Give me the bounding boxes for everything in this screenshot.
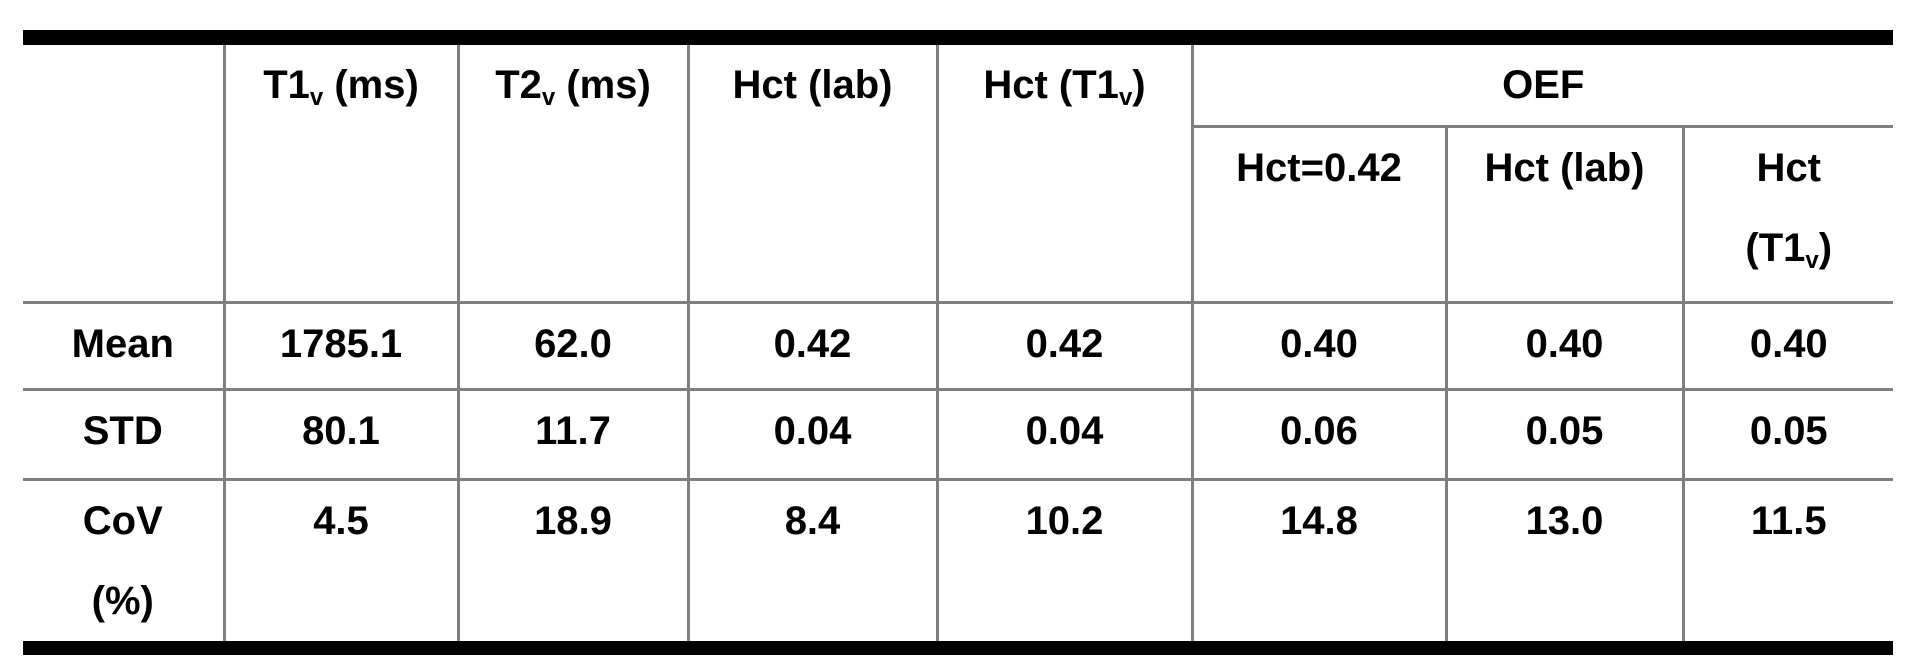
cell-std-oef-t1v: 0.05 — [1749, 409, 1828, 453]
row-label-cov-line1: CoV — [82, 499, 163, 543]
cell-std-oef-lab: 0.05 — [1446, 389, 1685, 480]
header-oef-hct-t1v: Hct (T1v) — [1683, 127, 1893, 303]
table-row-cov: CoV (%) 4.5 18.9 8.4 10.2 14.8 13.0 11.5 — [23, 479, 1894, 648]
cell-mean-hct-lab: 0.42 — [688, 302, 939, 390]
cell-cov-t1v: 4.5 — [224, 479, 460, 648]
header-oef-hct-042: Hct=0.42 — [1192, 126, 1448, 303]
cell-std-hct-t1v: 0.04 — [937, 389, 1194, 480]
cell-std-t2v: 11.7 — [458, 389, 690, 480]
cell-cov-t2v: 18.9 — [458, 479, 690, 648]
table-row-mean: Mean 1785.1 62.0 0.42 0.42 0.40 0.40 0.4… — [23, 302, 1894, 390]
header-oef-hct-lab: Hct (lab) — [1446, 126, 1685, 303]
results-table: T1v (ms) T2v (ms) Hct (lab) Hct (T1v) OE… — [23, 30, 1894, 655]
cell-cov-oef-lab: 13.0 — [1446, 479, 1685, 648]
row-label-std: STD — [23, 389, 226, 480]
row-label-mean: Mean — [23, 302, 226, 390]
cell-cov-oef-042: 14.8 — [1192, 479, 1448, 648]
cell-mean-hct-t1v: 0.42 — [937, 302, 1194, 390]
cell-mean-t1v: 1785.1 — [224, 302, 460, 390]
header-oef-hct-t1v-line2: (T1v) — [1745, 226, 1833, 274]
table-row-std: STD 80.1 11.7 0.04 0.04 0.06 0.05 0.05 — [23, 389, 1894, 480]
row-label-cov: CoV (%) — [23, 479, 226, 648]
header-hct-lab: Hct (lab) — [688, 37, 939, 303]
row-label-cov-line2: (%) — [91, 579, 154, 623]
subscript-v: v — [541, 84, 556, 111]
cell-mean-t2v: 62.0 — [458, 302, 690, 390]
header-t1v-ms: T1v (ms) — [224, 37, 460, 303]
cell-std-oef-042: 0.06 — [1192, 389, 1448, 480]
subscript-v: v — [309, 84, 324, 111]
header-hct-t1v: Hct (T1v) — [937, 37, 1194, 303]
subscript-v: v — [1805, 247, 1819, 274]
cell-mean-oef-042: 0.40 — [1192, 302, 1448, 390]
cell-cov-hct-t1v: 10.2 — [937, 479, 1194, 648]
cell-cov-hct-lab: 8.4 — [688, 479, 939, 648]
cell-std-t1v: 80.1 — [224, 389, 460, 480]
header-oef-group: OEF — [1192, 37, 1894, 128]
header-corner-blank — [23, 37, 226, 303]
header-oef-hct-t1v-line1: Hct — [1756, 146, 1821, 190]
subscript-v: v — [1118, 84, 1133, 111]
header-t2v-ms: T2v (ms) — [458, 37, 690, 303]
cell-mean-oef-lab: 0.40 — [1446, 302, 1685, 390]
cell-std-hct-lab: 0.04 — [688, 389, 939, 480]
cell-mean-oef-t1v: 0.40 — [1749, 322, 1828, 366]
results-table-container: T1v (ms) T2v (ms) Hct (lab) Hct (T1v) OE… — [23, 30, 1894, 655]
cell-cov-oef-t1v: 11.5 — [1750, 499, 1827, 543]
